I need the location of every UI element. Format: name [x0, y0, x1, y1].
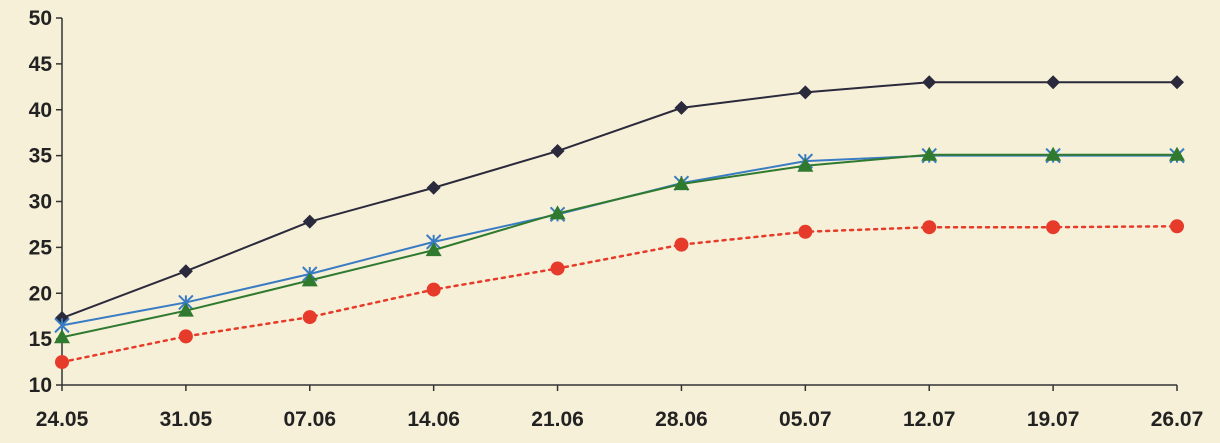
data-point-triangle — [425, 242, 442, 257]
x-tick-label: 07.06 — [283, 408, 336, 431]
data-point-triangle — [177, 302, 194, 317]
x-tick-label: 12.07 — [903, 408, 956, 431]
y-tick-label: 30 — [29, 191, 52, 214]
data-point-triangle — [1169, 146, 1185, 161]
data-point-diamond — [178, 264, 193, 279]
series-line — [61, 153, 1177, 339]
data-point-triangle — [301, 272, 318, 287]
data-point-triangle — [54, 329, 70, 344]
x-tick-label: 21.06 — [531, 408, 584, 431]
x-tick-label: 31.05 — [160, 408, 213, 431]
y-tick-label: 10 — [29, 374, 52, 397]
data-point-diamond — [1170, 75, 1184, 90]
data-point-circle — [798, 224, 813, 239]
data-point-diamond — [426, 180, 441, 195]
x-tick-label: 24.05 — [36, 408, 89, 431]
y-tick-label: 40 — [29, 99, 52, 122]
x-tick-label: 05.07 — [779, 408, 832, 431]
axes: 10 15 20 25 30 35 40 45 50 24.05 31.05 07.06 14.06 21… — [29, 7, 1204, 431]
x-tick-label: 28.06 — [655, 408, 708, 431]
series-layer — [54, 75, 1185, 370]
data-point-circle — [178, 329, 193, 344]
x-tick-label: 19.07 — [1027, 408, 1080, 431]
y-tick-label: 45 — [29, 53, 53, 76]
data-point-triangle — [549, 205, 566, 220]
data-point-diamond — [1046, 75, 1061, 90]
data-point-triangle — [921, 146, 938, 161]
y-tick-label: 35 — [29, 145, 53, 168]
data-point-circle — [1046, 220, 1061, 235]
data-point-triangle — [797, 157, 814, 172]
data-point-diamond — [550, 144, 565, 159]
data-point-diamond — [674, 100, 689, 115]
data-point-circle — [426, 282, 441, 297]
data-point-circle — [922, 220, 937, 235]
data-point-triangle — [1045, 146, 1062, 161]
data-point-diamond — [798, 85, 813, 100]
y-tick-label: 25 — [29, 236, 53, 259]
y-tick-label: 50 — [29, 7, 52, 30]
data-point-circle — [1170, 219, 1184, 234]
data-point-diamond — [302, 214, 317, 229]
data-point-circle — [674, 237, 689, 252]
series-1 — [55, 75, 1184, 326]
series-line — [60, 225, 1179, 364]
data-point-circle — [550, 261, 565, 276]
series-line — [61, 81, 1177, 319]
x-tick-label: 14.06 — [407, 408, 460, 431]
series-2 — [54, 147, 1185, 334]
data-point-circle — [302, 310, 317, 325]
data-point-circle — [55, 355, 69, 370]
series-3 — [54, 146, 1185, 344]
x-tick-label: 26.07 — [1151, 408, 1204, 431]
y-tick-label: 20 — [29, 282, 52, 305]
data-point-diamond — [922, 75, 937, 90]
data-point-triangle — [673, 176, 690, 191]
y-tick-label: 15 — [29, 328, 53, 351]
series-4 — [55, 219, 1184, 370]
